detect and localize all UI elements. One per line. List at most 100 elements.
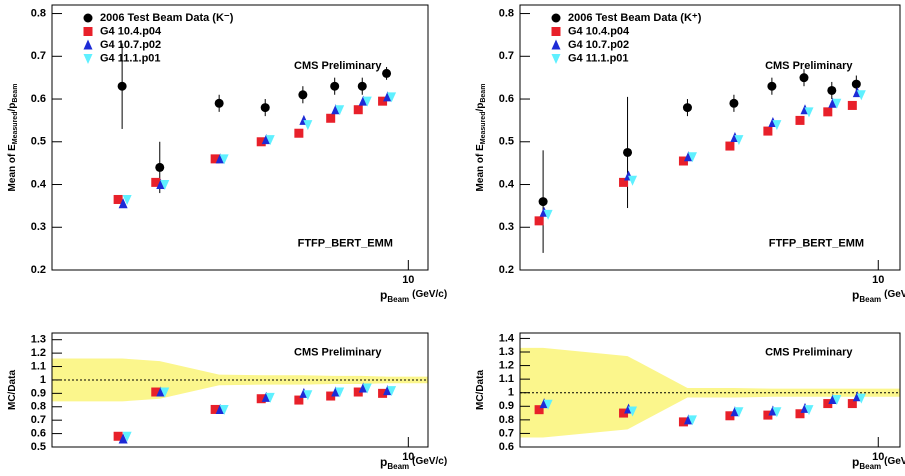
x-axis-label: pBeam(GeV/c) xyxy=(380,455,447,471)
marker xyxy=(832,98,842,109)
marker xyxy=(122,194,132,205)
marker xyxy=(730,406,740,417)
y-tick-label: 0.7 xyxy=(31,50,46,62)
marker xyxy=(151,387,161,397)
x-axis-label-part: p xyxy=(380,455,387,469)
x-axis-label-part: (GeV/c) xyxy=(884,289,905,300)
x-tick-label: 10 xyxy=(402,274,414,286)
x-axis-label-part: Beam xyxy=(859,295,881,304)
marker xyxy=(543,399,553,410)
legend-marker xyxy=(551,13,561,23)
marker xyxy=(725,411,735,421)
y-tick-label: 0.2 xyxy=(31,264,46,276)
marker xyxy=(763,410,773,420)
y-tick-label: 1.2 xyxy=(499,359,514,371)
x-axis-label-part: (GeV/c) xyxy=(412,289,447,300)
y-axis-label: Mean of EMeasured/pBeam xyxy=(475,84,487,192)
x-axis-label-part: p xyxy=(380,288,387,302)
legend-marker xyxy=(83,13,93,23)
y-tick-label: 1.4 xyxy=(499,332,515,344)
marker xyxy=(326,113,336,123)
marker xyxy=(151,177,161,187)
frame xyxy=(519,4,901,271)
legend-marker xyxy=(551,39,561,50)
marker xyxy=(682,103,692,113)
marker xyxy=(357,81,367,91)
y-tick-label: 0.9 xyxy=(31,387,46,399)
marker xyxy=(543,209,553,220)
legend-marker xyxy=(83,27,93,36)
y-axis-label-part: Mean of E xyxy=(7,144,18,192)
x-axis-label-part: Beam xyxy=(387,462,409,471)
marker xyxy=(265,392,275,403)
marker xyxy=(294,128,304,138)
marker xyxy=(261,391,271,402)
y-tick-label: 0.5 xyxy=(499,136,514,148)
marker xyxy=(330,81,340,91)
y-axis-label-part: Measured xyxy=(12,112,19,145)
marker xyxy=(804,107,814,118)
marker xyxy=(219,404,229,415)
marker xyxy=(214,98,224,108)
y-tick-label: 1.1 xyxy=(499,373,514,385)
marker xyxy=(534,405,544,415)
legend-marker xyxy=(551,54,561,64)
legend-marker xyxy=(83,54,93,64)
y-tick-label: 0.7 xyxy=(499,50,514,62)
y-tick-label: 0.6 xyxy=(31,93,46,105)
y-axis-label-part: MC/Data xyxy=(475,370,486,410)
y-tick-label: 0.8 xyxy=(499,7,514,19)
legend-marker xyxy=(551,27,561,36)
marker xyxy=(387,92,397,103)
y-tick-label: 0.8 xyxy=(31,401,46,413)
x-axis-label-part: Beam xyxy=(859,462,881,471)
marker xyxy=(734,407,744,418)
marker xyxy=(799,73,809,83)
frame xyxy=(519,332,901,448)
marker xyxy=(856,90,866,101)
marker xyxy=(387,386,397,397)
marker xyxy=(683,151,693,162)
y-axis-label-part: Beam xyxy=(480,84,487,103)
marker xyxy=(294,395,304,405)
marker xyxy=(687,152,697,163)
y-tick-label: 0.2 xyxy=(499,264,514,276)
marker xyxy=(828,394,838,404)
marker xyxy=(326,391,336,401)
marker xyxy=(210,154,220,164)
marker xyxy=(298,90,308,100)
y-tick-label: 0.8 xyxy=(31,7,46,19)
legend-label: G4 10.7.p02 xyxy=(568,39,629,51)
marker xyxy=(335,387,345,398)
annotation: CMS Preliminary xyxy=(294,60,382,72)
marker xyxy=(772,120,782,131)
marker xyxy=(729,98,739,108)
y-tick-label: 0.6 xyxy=(499,93,514,105)
y-axis-label: MC/Data xyxy=(7,370,18,410)
marker xyxy=(856,393,866,404)
marker xyxy=(256,137,266,147)
marker xyxy=(358,95,368,106)
marker xyxy=(113,431,123,441)
marker xyxy=(378,388,388,398)
marker xyxy=(353,387,363,397)
marker xyxy=(847,100,857,110)
y-tick-label: 0.5 xyxy=(31,136,46,148)
marker xyxy=(331,386,341,397)
y-tick-label: 1 xyxy=(508,387,514,399)
frame xyxy=(51,4,429,271)
y-axis-label-part: Beam xyxy=(12,84,19,103)
marker xyxy=(160,387,170,398)
y-tick-label: 0.6 xyxy=(499,441,514,453)
marker xyxy=(383,385,393,396)
marker xyxy=(156,179,166,190)
y-axis-label: MC/Data xyxy=(475,370,486,410)
legend-label: 2006 Test Beam Data (K⁺) xyxy=(568,12,702,24)
marker xyxy=(772,407,782,418)
legend-label: G4 10.7.p02 xyxy=(100,39,161,51)
marker xyxy=(265,135,275,146)
marker xyxy=(804,405,814,416)
marker xyxy=(628,406,638,417)
marker xyxy=(261,134,271,145)
